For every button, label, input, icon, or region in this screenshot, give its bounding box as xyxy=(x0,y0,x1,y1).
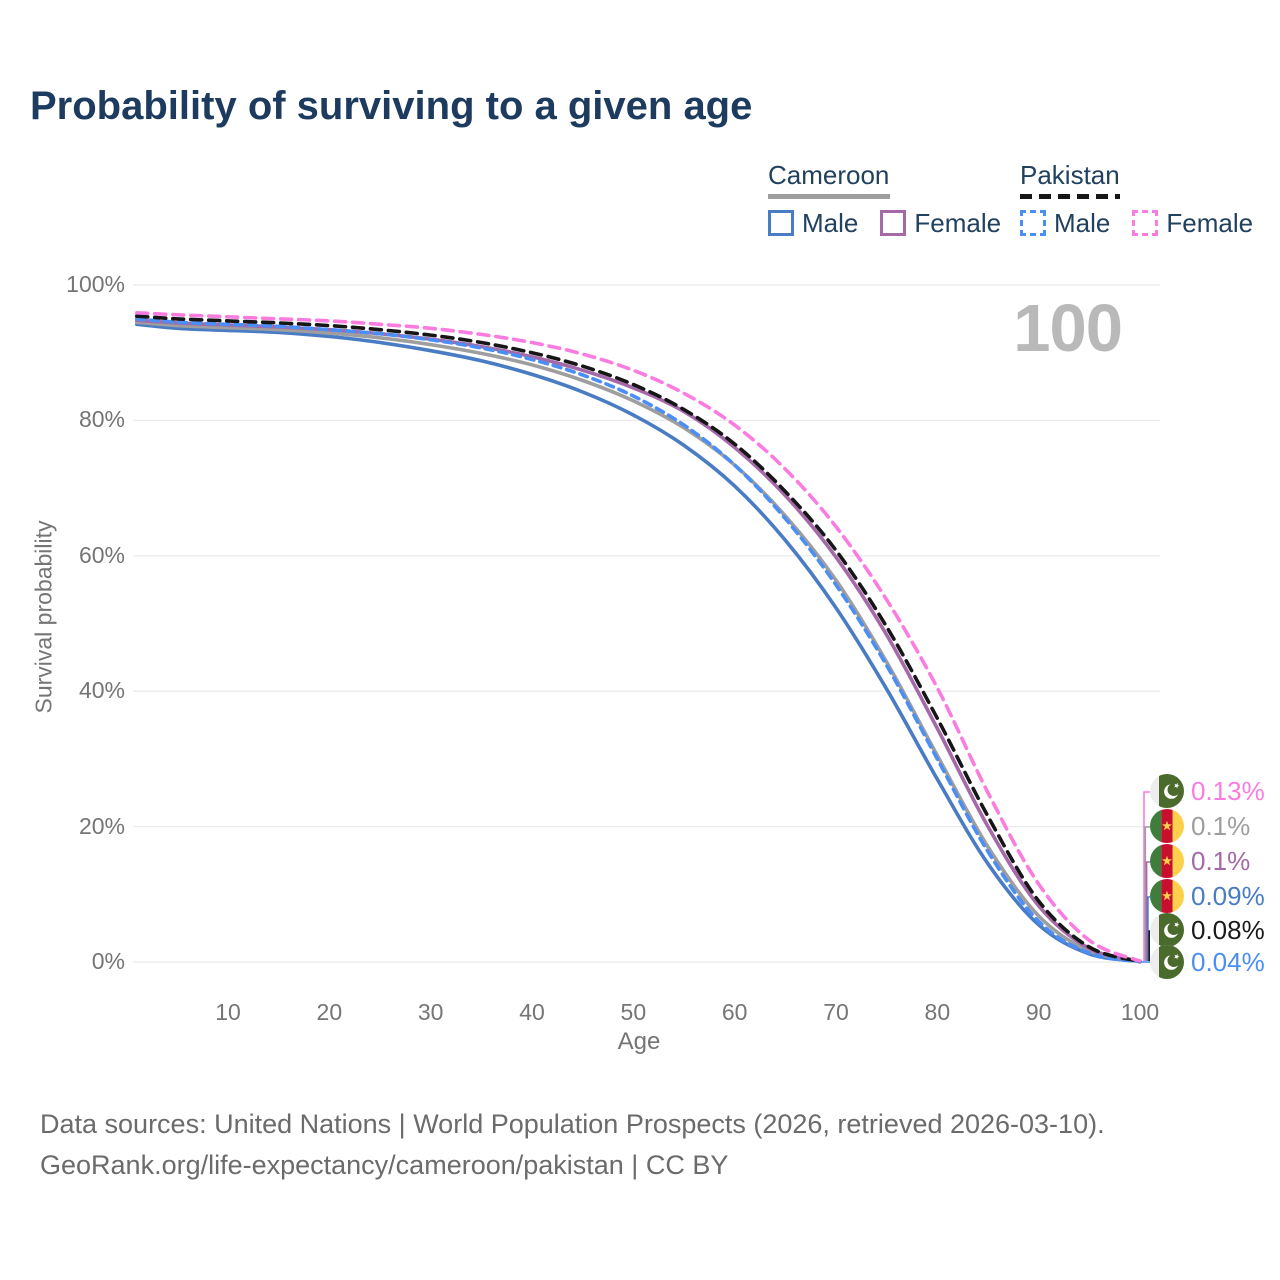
legend-group-cameroon: Cameroon Male Female xyxy=(768,160,1001,239)
x-tick-label: 10 xyxy=(215,999,241,1025)
cameroon-flag-icon xyxy=(1150,844,1184,878)
y-tick-label: 80% xyxy=(78,406,125,433)
end-label-value: 0.1% xyxy=(1191,845,1251,876)
x-tick-label: 100 xyxy=(1120,999,1160,1025)
end-label-value: 0.04% xyxy=(1191,946,1265,977)
end-label-leader-line xyxy=(1143,791,1150,961)
series-end-label: 0.04% xyxy=(1150,945,1265,979)
legend-item-pakistan-female[interactable]: Female xyxy=(1132,208,1253,239)
pakistan-female-swatch-icon xyxy=(1132,210,1159,236)
footer-attribution: Data sources: United Nations | World Pop… xyxy=(40,1104,1105,1186)
end-label-value: 0.09% xyxy=(1191,880,1265,911)
x-tick-label: 80 xyxy=(924,999,951,1025)
end-label-value: 0.13% xyxy=(1191,775,1265,806)
legend-item-cameroon-female[interactable]: Female xyxy=(880,208,1001,239)
legend-label: Female xyxy=(914,207,1002,238)
cameroon-flag-icon xyxy=(1150,809,1184,843)
legend-item-cameroon-male[interactable]: Male xyxy=(768,208,858,239)
cameroon-female-swatch-icon xyxy=(880,210,907,236)
x-tick-label: 40 xyxy=(519,999,545,1025)
series-end-label: 0.1% xyxy=(1150,809,1250,843)
pakistan-male-swatch-icon xyxy=(1020,210,1046,236)
y-tick-label: 20% xyxy=(78,812,125,839)
cameroon-flag-icon xyxy=(1150,879,1184,913)
series-line-pakistan xyxy=(135,314,1142,964)
legend-header-pakistan: Pakistan xyxy=(1020,160,1120,190)
series-line-cameroon-male xyxy=(135,322,1142,964)
series-end-label: 0.09% xyxy=(1150,879,1265,913)
y-tick-label: 60% xyxy=(78,541,125,568)
y-tick-label: 40% xyxy=(78,677,125,704)
end-label-leader-line xyxy=(1144,826,1150,961)
x-tick-label: 90 xyxy=(1025,999,1052,1025)
end-label-leader-line xyxy=(1145,861,1150,961)
end-label-value: 0.1% xyxy=(1191,810,1251,841)
y-tick-label: 0% xyxy=(91,948,125,974)
y-tick-label: 100% xyxy=(66,271,125,297)
x-tick-label: 50 xyxy=(620,999,647,1025)
age-counter-watermark: 100 xyxy=(1013,291,1123,366)
x-tick-label: 30 xyxy=(417,999,444,1025)
x-tick-label: 70 xyxy=(823,999,849,1025)
series-end-label: 0.1% xyxy=(1150,844,1250,878)
legend-label: Male xyxy=(1054,207,1111,238)
legend-header-cameroon: Cameroon xyxy=(768,160,890,190)
series-end-label: 0.13% xyxy=(1150,774,1265,808)
end-label-value: 0.08% xyxy=(1191,914,1265,945)
x-tick-label: 60 xyxy=(721,999,748,1025)
series-line-pakistan-male xyxy=(135,317,1142,964)
end-label-leader-line xyxy=(1148,930,1150,961)
cameroon-solid-line-key xyxy=(768,194,890,199)
x-tick-label: 20 xyxy=(316,999,343,1025)
cameroon-male-swatch-icon xyxy=(768,210,794,236)
data-source-line: Data sources: United Nations | World Pop… xyxy=(40,1109,1105,1139)
end-label-leader-line xyxy=(1147,896,1150,961)
series-line-cameroon xyxy=(135,320,1142,964)
series-line-pakistan-female xyxy=(135,311,1142,963)
x-axis-title: Age xyxy=(617,1028,661,1055)
legend-item-pakistan-male[interactable]: Male xyxy=(1020,208,1110,239)
georank-url-line: GeoRank.org/life-expectancy/cameroon/pak… xyxy=(40,1150,729,1180)
page-title: Probability of surviving to a given age xyxy=(30,84,753,128)
legend-group-pakistan: Pakistan Male Female xyxy=(1020,160,1253,239)
series-end-label: 0.08% xyxy=(1150,913,1265,947)
pakistan-flag-icon xyxy=(1150,945,1184,979)
legend-label: Male xyxy=(802,207,859,238)
pakistan-dashed-line-key xyxy=(1020,194,1120,199)
pakistan-flag-icon xyxy=(1150,913,1184,947)
pakistan-flag-icon xyxy=(1150,774,1184,808)
legend-label: Female xyxy=(1166,207,1254,238)
